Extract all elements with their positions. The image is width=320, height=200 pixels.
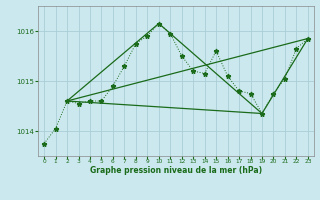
X-axis label: Graphe pression niveau de la mer (hPa): Graphe pression niveau de la mer (hPa) [90,166,262,175]
